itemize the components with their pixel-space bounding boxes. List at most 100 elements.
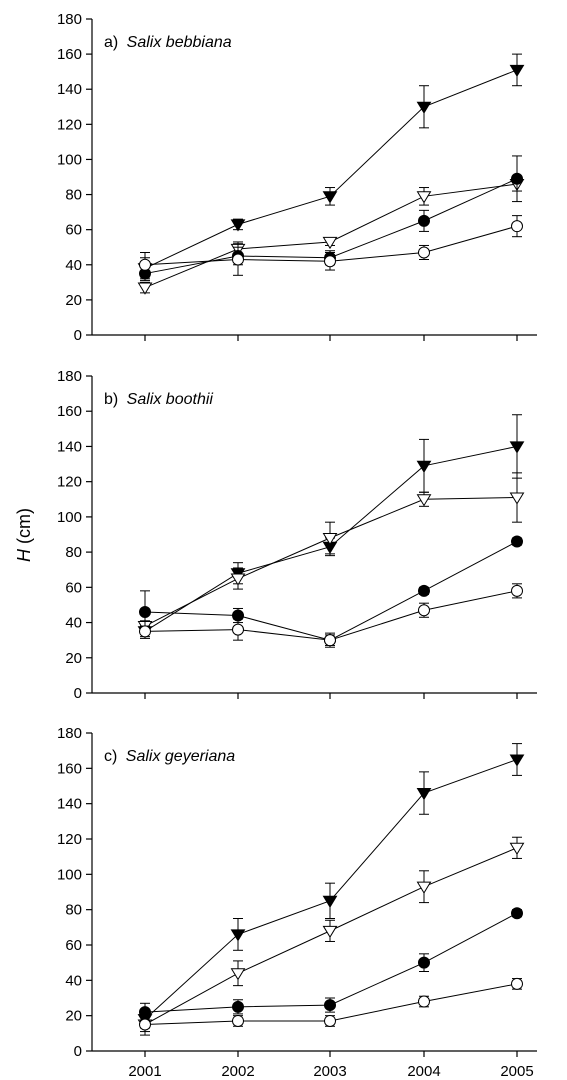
data-point	[418, 956, 430, 969]
x-tick-label: 2003	[313, 1063, 346, 1080]
data-point	[509, 64, 525, 78]
y-tick-label: 160	[57, 403, 82, 420]
y-tick-label: 60	[65, 222, 82, 239]
data-point	[230, 929, 246, 942]
y-tick-label: 100	[57, 151, 82, 168]
y-tick-label: 40	[65, 972, 82, 989]
y-tick-label: 0	[74, 327, 82, 344]
data-point	[511, 907, 523, 920]
series-triangle-down-open	[137, 472, 525, 634]
y-tick-label: 80	[65, 187, 82, 204]
series-line	[144, 759, 518, 1020]
series-triangle-down-open	[137, 836, 525, 1033]
y-tick-label: 160	[57, 760, 82, 777]
data-point	[324, 999, 336, 1012]
panel-prefix: c)	[104, 748, 122, 765]
series-triangle-down-filled	[137, 414, 525, 639]
data-point	[509, 754, 525, 767]
data-point	[509, 492, 525, 505]
y-tick-label: 180	[57, 11, 82, 28]
data-point	[416, 460, 432, 473]
data-point	[416, 494, 432, 507]
y-tick-label: 20	[65, 1008, 82, 1025]
data-point	[232, 253, 244, 266]
data-point	[324, 255, 336, 268]
data-point	[230, 968, 246, 981]
data-point	[139, 625, 151, 638]
data-point	[139, 1018, 151, 1031]
data-point	[418, 604, 430, 617]
series-circle-filled	[139, 907, 523, 1022]
data-point	[418, 246, 430, 259]
y-tick-label: 20	[65, 650, 82, 667]
y-tick-label: 180	[57, 725, 82, 742]
y-tick-label: 60	[65, 937, 82, 954]
series-line	[144, 497, 518, 627]
panel-species: Salix geyeriana	[126, 748, 236, 765]
series-line	[144, 541, 518, 641]
data-point	[230, 573, 246, 586]
y-axis-label-unit: (cm)	[14, 508, 34, 549]
y-tick-label: 140	[57, 796, 82, 813]
panel-label: c) Salix geyeriana	[104, 748, 235, 765]
y-tick-label: 0	[74, 685, 82, 702]
y-tick-label: 120	[57, 831, 82, 848]
data-point	[232, 1014, 244, 1027]
y-tick-label: 40	[65, 257, 82, 274]
y-tick-label: 140	[57, 81, 82, 98]
series-circle-filled	[139, 535, 523, 647]
panel-species: Salix bebbiana	[127, 34, 232, 51]
x-tick-label: 2005	[500, 1063, 533, 1080]
data-point	[322, 191, 338, 204]
data-point	[418, 995, 430, 1008]
data-point	[322, 895, 338, 908]
y-tick-label: 80	[65, 902, 82, 919]
data-point	[511, 172, 523, 185]
data-point	[416, 191, 432, 204]
data-point	[418, 214, 430, 227]
x-tick-label: 2004	[407, 1063, 440, 1080]
y-tick-label: 120	[57, 116, 82, 133]
panel-label: b) Salix boothii	[104, 391, 213, 408]
data-point	[509, 441, 525, 454]
data-point	[139, 258, 151, 271]
data-point	[230, 219, 246, 232]
series-circle-open	[139, 977, 523, 1036]
y-tick-label: 180	[57, 368, 82, 385]
data-point	[324, 1014, 336, 1027]
panel-a: 0 20 40 60 80 100 120 140 160 180 a) Salix bebbian…	[57, 11, 537, 344]
panel-species: Salix boothii	[127, 391, 214, 408]
series-triangle-down-filled	[137, 743, 525, 1029]
data-point	[324, 634, 336, 647]
panel-prefix: a)	[104, 34, 123, 51]
x-tick-label: 2002	[221, 1063, 254, 1080]
data-point	[511, 584, 523, 597]
data-point	[511, 220, 523, 233]
y-tick-label: 160	[57, 46, 82, 63]
data-point	[322, 925, 338, 939]
data-point	[418, 584, 430, 597]
data-point	[509, 842, 525, 855]
y-tick-label: 140	[57, 438, 82, 455]
y-tick-label: 20	[65, 292, 82, 309]
panel-b: 0 20 40 60 80 100 120 140 160 180 b) Salix boothii	[57, 368, 537, 702]
panel-label: a) Salix bebbiana	[104, 34, 232, 51]
panel-c: 0 20 40 60 80 100 120 140 160 180 2001 2002 2003 2004…	[57, 725, 537, 1080]
data-point	[416, 788, 432, 801]
data-point	[232, 1000, 244, 1013]
data-point	[139, 605, 151, 618]
x-tick-label: 2001	[128, 1063, 161, 1080]
y-tick-label: 80	[65, 544, 82, 561]
y-axis-label: H (cm)	[14, 508, 34, 562]
panel-prefix: b)	[104, 391, 123, 408]
data-point	[511, 535, 523, 548]
data-point	[137, 282, 153, 295]
y-tick-label: 60	[65, 579, 82, 596]
data-point	[232, 623, 244, 636]
series-circle-open	[139, 583, 523, 648]
y-tick-label: 120	[57, 474, 82, 491]
y-tick-label: 0	[74, 1043, 82, 1060]
data-point	[322, 236, 338, 250]
y-tick-label: 100	[57, 509, 82, 526]
